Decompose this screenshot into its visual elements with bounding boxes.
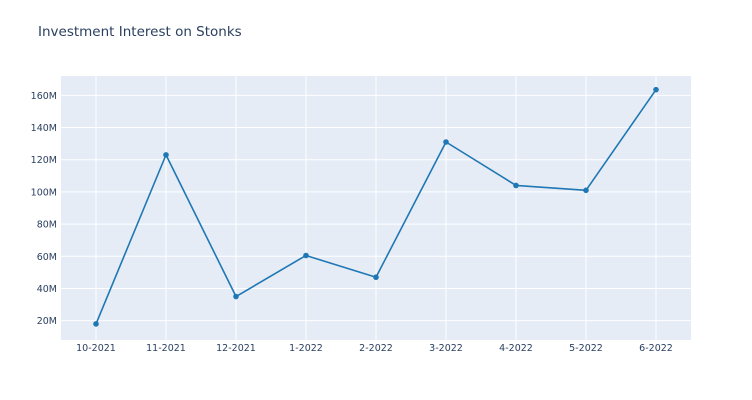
data-point[interactable] [93,321,99,327]
y-tick-label: 120M [31,155,57,166]
x-tick-label: 1-2022 [289,343,323,354]
y-tick-label: 160M [31,91,57,102]
data-point[interactable] [513,182,519,189]
chart-title: Investment Interest on Stonks [38,24,242,40]
y-tick-label: 140M [31,123,57,134]
y-tick-label: 60M [37,252,57,263]
x-tick-label: 4-2022 [499,343,533,354]
data-point[interactable] [443,139,449,145]
data-point[interactable] [373,274,379,281]
x-tick-label: 10-2021 [76,343,116,354]
grid-lines [61,76,691,340]
y-axis-ticks: 20M 40M 60M 80M 100M 120M 140M 160M [31,91,57,327]
x-tick-label: 11-2021 [146,343,186,354]
data-point[interactable] [583,187,589,194]
x-tick-label: 5-2022 [569,343,603,354]
x-tick-label: 6-2022 [639,343,673,354]
y-tick-label: 100M [31,187,57,198]
x-axis-ticks: 10-2021 11-2021 12-2021 1-2022 2-2022 3-2022 4… [76,343,673,354]
x-tick-label: 3-2022 [429,343,463,354]
data-point[interactable] [233,293,239,300]
data-point[interactable] [303,252,309,259]
series-line [93,86,659,327]
y-tick-label: 20M [37,316,57,327]
x-tick-label: 12-2021 [216,343,256,354]
data-point[interactable] [163,152,169,158]
y-tick-label: 40M [37,284,57,295]
y-tick-label: 80M [37,220,57,231]
x-tick-label: 2-2022 [359,343,393,354]
data-point[interactable] [653,86,659,93]
